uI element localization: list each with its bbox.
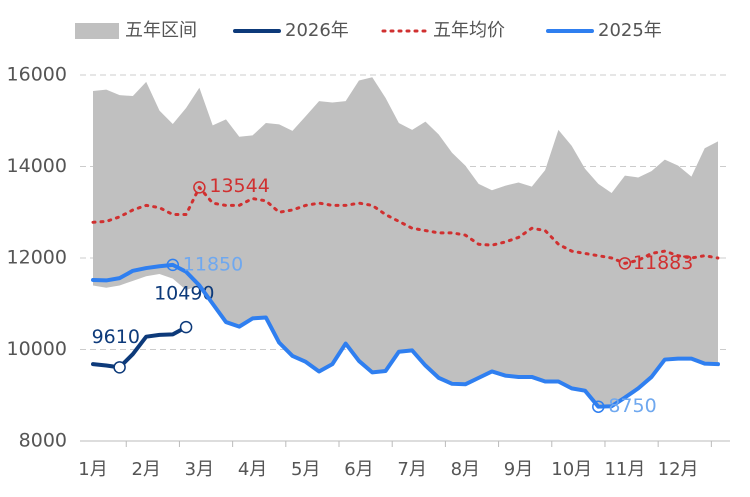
point-marker	[166, 258, 180, 272]
x-tick-label: 12月	[658, 459, 699, 480]
x-tick-label: 5月	[291, 459, 320, 480]
legend-swatch	[75, 23, 119, 39]
y-tick-label: 12000	[7, 247, 67, 269]
point-marker	[618, 257, 632, 270]
y-tick-label: 8000	[19, 430, 67, 452]
point-marker	[113, 361, 126, 374]
legend-label: 2026年	[285, 20, 349, 41]
x-tick-label: 7月	[397, 459, 426, 480]
data-label: 11850	[183, 253, 243, 275]
legend-label: 五年区间	[125, 20, 197, 41]
x-tick-label: 10月	[551, 459, 592, 480]
data-label: 9610	[92, 326, 140, 348]
x-tick-label: 3月	[185, 459, 214, 480]
series-line	[91, 325, 189, 370]
y-tick-label: 14000	[7, 155, 67, 177]
y-tick-label: 16000	[7, 64, 67, 86]
data-label: 11883	[633, 252, 693, 274]
data-label: 13544	[209, 175, 269, 197]
x-tick-label: 2月	[131, 459, 160, 480]
range-band	[93, 77, 718, 407]
x-tick-label: 4月	[238, 459, 267, 480]
data-label: 8750	[608, 395, 656, 417]
x-tick-label: 1月	[78, 459, 107, 480]
x-tick-label: 11月	[604, 459, 645, 480]
point-marker	[179, 320, 193, 334]
x-tick-label: 9月	[504, 459, 533, 480]
point-marker	[193, 181, 206, 194]
y-tick-label: 10000	[7, 338, 67, 360]
legend-label: 2025年	[598, 20, 662, 41]
x-tick-label: 6月	[344, 459, 373, 480]
point-marker	[592, 400, 605, 413]
x-tick-label: 8月	[451, 459, 480, 480]
series-line	[91, 262, 720, 409]
legend-label: 五年均价	[433, 20, 505, 41]
